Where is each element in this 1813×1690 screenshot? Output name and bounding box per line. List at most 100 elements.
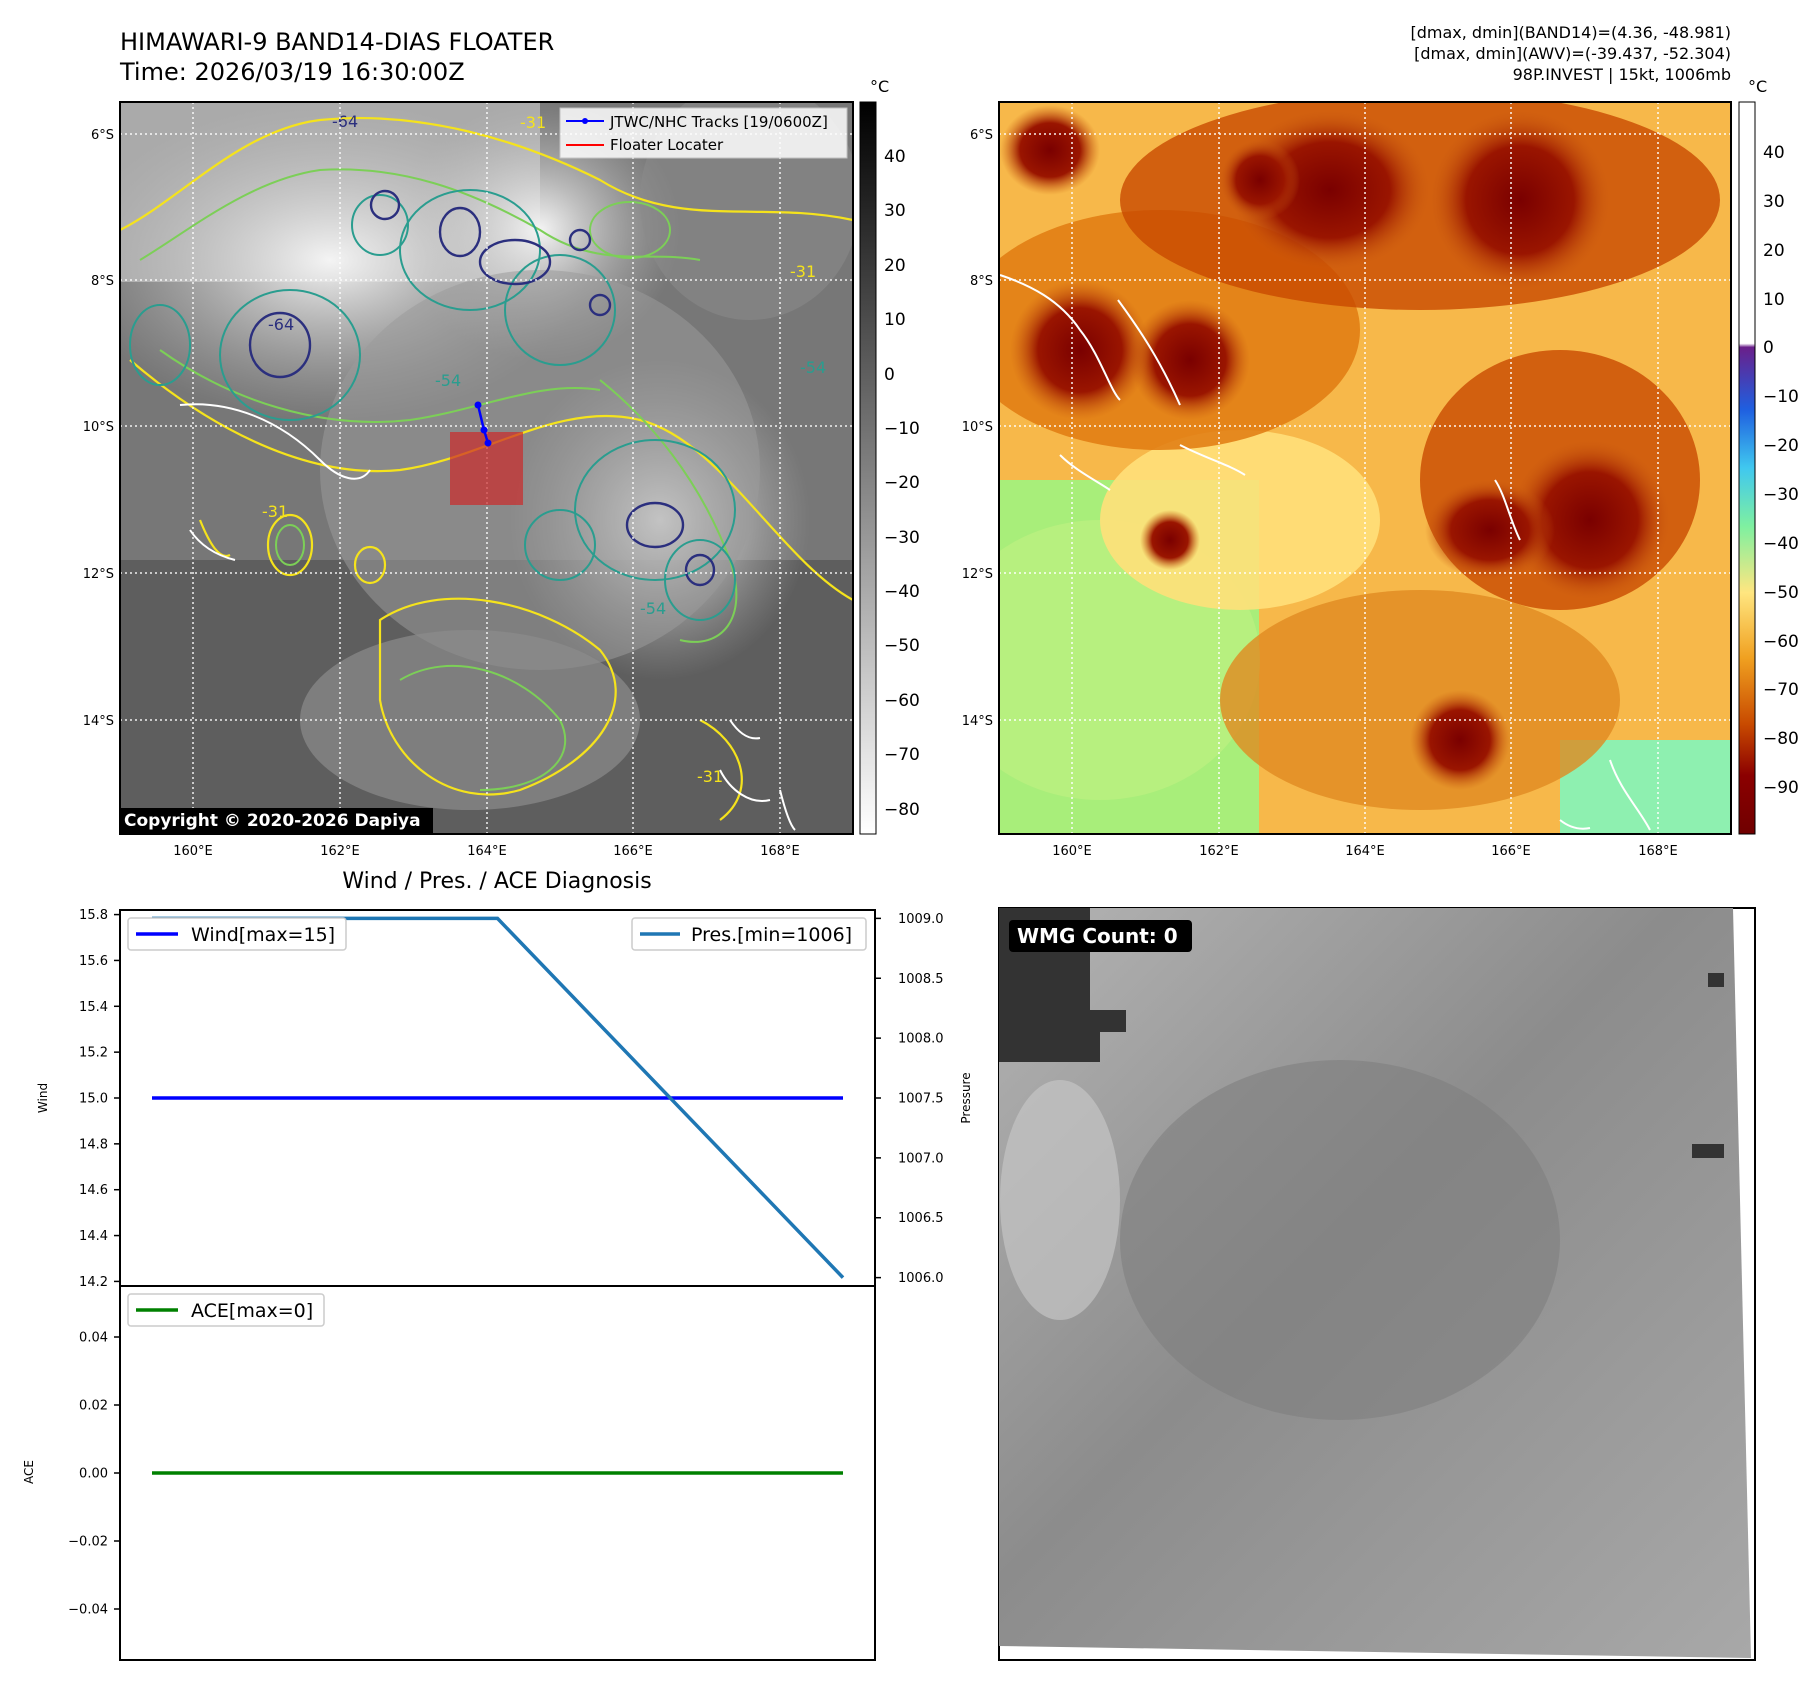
lat-tick-label: 8°S [91,274,114,289]
colorbar-tick: 40 [1763,143,1785,163]
contour-label: -64 [332,112,358,131]
colorbar-tick: 10 [884,310,906,330]
ace-legend-label: ACE[max=0] [191,1300,313,1322]
info-storm: 98P.INVEST | 15kt, 1006mb [1513,65,1731,84]
axis-tick-label: 15.0 [79,1092,108,1107]
lon-tick-label: 166°E [1491,844,1531,859]
axis-tick-label: 1006.5 [898,1211,944,1226]
track-point [480,426,488,434]
wmg-dark-region [1692,1144,1724,1158]
axis-tick-label: 15.8 [79,908,108,923]
colorbar-tick: −30 [1763,485,1799,505]
colorbar-tick: −20 [1763,436,1799,456]
track-point [484,439,492,447]
gridlines [999,102,1731,834]
copyright-box [120,808,433,833]
colorbar-tick: −40 [884,582,920,602]
colorbar-tick: 20 [1763,241,1785,261]
axis-tick-label: 1008.5 [898,972,944,987]
band14-colorbar: °C 40 30 20 10 0 −10 −20 −30 −40 −50 −60… [859,77,920,835]
wmg-count-box [1009,920,1192,952]
axis-tick-label: 14.8 [79,1137,108,1152]
colorbar-tick: −80 [1763,729,1799,749]
colorbar-tick: 20 [884,256,906,276]
info-awv: [dmax, dmin](AWV)=(-39.437, -52.304) [1414,44,1731,63]
colorbar-tick: −50 [1763,583,1799,603]
lat-tick-label: 6°S [91,128,114,143]
info-band14: [dmax, dmin](BAND14)=(4.36, -48.981) [1411,23,1732,42]
colorbar-tick: −50 [884,636,920,656]
colorbar-tick: −10 [1763,387,1799,407]
legend-track-label: JTWC/NHC Tracks [19/0600Z] [609,113,828,131]
wind-legend-label: Wind[max=15] [191,924,335,946]
colorbar-unit: °C [1748,77,1767,96]
enhanced-ir-map-frame [998,101,1732,835]
wmg-panel: WMG Count: 0 [998,907,1756,1661]
lat-tick-label: 8°S [970,274,993,289]
lat-tick-label: 12°S [962,567,993,582]
axis-tick-label: −0.02 [68,1535,108,1550]
legend-locater-label: Floater Locater [610,136,724,154]
colorbar-tick: 10 [1763,290,1785,310]
wind-axis: 15.8 15.6 15.4 15.2 15.0 14.8 14.6 14.4 14.2 [79,908,120,1290]
colorbar-tick: −90 [1763,778,1799,798]
contour-label: -31 [520,113,546,132]
ace-legend: ACE[max=0] [127,1293,325,1327]
lat-tick-label: 10°S [962,420,993,435]
colorbar-tick: −20 [884,473,920,493]
lon-tick-label: 168°E [760,844,800,859]
axis-tick-label: 1009.0 [898,912,944,927]
axis-tick-label: 15.2 [79,1046,108,1061]
axis-tick-label: −0.04 [68,1603,108,1618]
lat-tick-label: 6°S [970,128,993,143]
lon-tick-label: 164°E [467,844,507,859]
ace-axis: 0.04 0.02 0.00 −0.02 −0.04 [68,1331,120,1618]
axis-tick-label: 15.6 [79,954,108,969]
axis-tick-label: 1006.0 [898,1271,944,1286]
lon-tick-label: 160°E [173,844,213,859]
contour-label: -64 [268,315,294,334]
colorbar-tick: 0 [884,365,895,385]
lon-tick-label: 162°E [320,844,360,859]
enhanced-ir-map-panel: 6°S 8°S 10°S 12°S 14°S 160°E 162°E 164°E… [962,101,1732,859]
diagnosis-title: Wind / Pres. / ACE Diagnosis [342,869,651,894]
lon-tick-label: 168°E [1638,844,1678,859]
wind-axis-label: Wind [36,1083,50,1113]
colorbar-tick: 40 [884,147,906,167]
contour-label: -54 [435,371,461,390]
lon-tick-label: 160°E [1052,844,1092,859]
pressure-axis: 1009.0 1008.5 1008.0 1007.5 1007.0 1006.5 1006… [875,912,944,1286]
wind-legend: Wind[max=15] [127,917,347,951]
axis-tick-label: 14.4 [79,1229,108,1244]
colorbar-tick: −40 [1763,534,1799,554]
pressure-legend-label: Pres.[min=1006] [691,924,852,946]
axis-tick-label: 14.2 [79,1275,108,1290]
colorbar-tick: −60 [884,691,920,711]
axis-tick-label: 0.00 [79,1467,108,1482]
lon-tick-label: 162°E [1199,844,1239,859]
wmg-dark-region [1708,973,1724,987]
map-legend: JTWC/NHC Tracks [19/0600Z] Floater Locat… [559,107,848,159]
colorbar-tick: −70 [1763,680,1799,700]
pressure-axis-label: Pressure [959,1072,973,1123]
figure-time: Time: 2026/03/19 16:30:00Z [119,58,465,86]
colorbar-tick: −10 [884,419,920,439]
colorbar-tick: −30 [884,528,920,548]
contour-label: -54 [800,358,826,377]
wmg-count-label: WMG Count: 0 [1017,924,1178,948]
enhanced-ir-colorbar: °C 40 30 20 10 0 −10 −20 −30 −40 −50 −60… [1738,77,1799,835]
ace-axis-label: ACE [22,1460,36,1484]
band14-map-panel: -31 -31 -31 -31 -54 -54 -54 -64 -64 [83,101,854,859]
contour-label: -31 [262,502,288,521]
copyright-text: Copyright © 2020-2026 Dapiya [124,811,421,831]
lon-tick-label: 166°E [613,844,653,859]
wind-pressure-chart: 15.8 15.6 15.4 15.2 15.0 14.8 14.6 14.4 14.2 100… [36,908,973,1290]
contour-label: -31 [790,262,816,281]
lat-tick-label: 12°S [83,567,114,582]
figure-title: HIMAWARI-9 BAND14-DIAS FLOATER [120,28,554,56]
colorbar-tick: 0 [1763,338,1774,358]
contour-label: -31 [697,767,723,786]
gridlines [120,102,853,834]
axis-tick-label: 15.4 [79,1000,108,1015]
axis-tick-label: 0.02 [79,1399,108,1414]
